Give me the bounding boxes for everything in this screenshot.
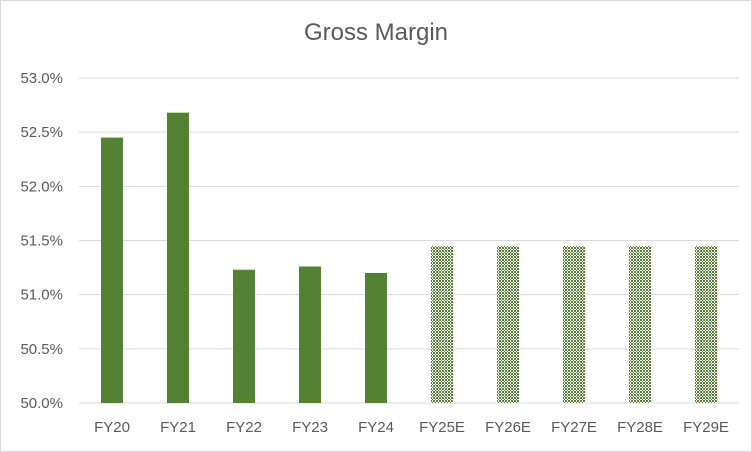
x-tick-label: FY24 (358, 419, 394, 436)
chart-title: Gross Margin (303, 19, 449, 46)
y-tick-label: 51.0% (20, 287, 63, 304)
y-tick-label: 50.0% (20, 395, 63, 412)
y-tick-label: 53.0% (20, 70, 63, 87)
bar-fy24 (365, 273, 387, 403)
bar-fy28e (629, 245, 651, 403)
x-tick-label: FY23 (292, 419, 328, 436)
x-tick-label: FY26E (485, 419, 531, 436)
y-tick-label: 52.5% (20, 124, 63, 141)
x-tick-label: FY28E (617, 419, 663, 436)
y-tick-label: 50.5% (20, 341, 63, 358)
x-tick-label: FY27E (551, 419, 597, 436)
x-tick-label: FY29E (683, 419, 729, 436)
bar-fy26e (497, 245, 519, 403)
x-tick-label: FY21 (160, 419, 196, 436)
bar-fy27e (563, 245, 585, 403)
x-tick-label: FY25E (419, 419, 465, 436)
bars (101, 112, 717, 404)
x-tick-label: FY22 (226, 419, 262, 436)
bar-fy23 (299, 266, 321, 403)
bar-fy20 (101, 137, 123, 404)
y-axis-tick-labels: 50.0% 50.5% 51.0% 51.5% 52.0% 52.5% 53.0% (20, 70, 63, 412)
bar-fy22 (233, 269, 255, 403)
x-tick-label: FY20 (94, 419, 130, 436)
y-tick-label: 52.0% (20, 178, 63, 195)
bar-fy25e (431, 245, 453, 403)
bar-fy29e (695, 245, 717, 403)
x-axis-tick-labels: FY20 FY21 FY22 FY23 FY24 FY25E FY26E FY27E FY28E… (94, 419, 729, 436)
bar-fy21 (167, 112, 189, 404)
y-tick-label: 51.5% (20, 233, 63, 250)
